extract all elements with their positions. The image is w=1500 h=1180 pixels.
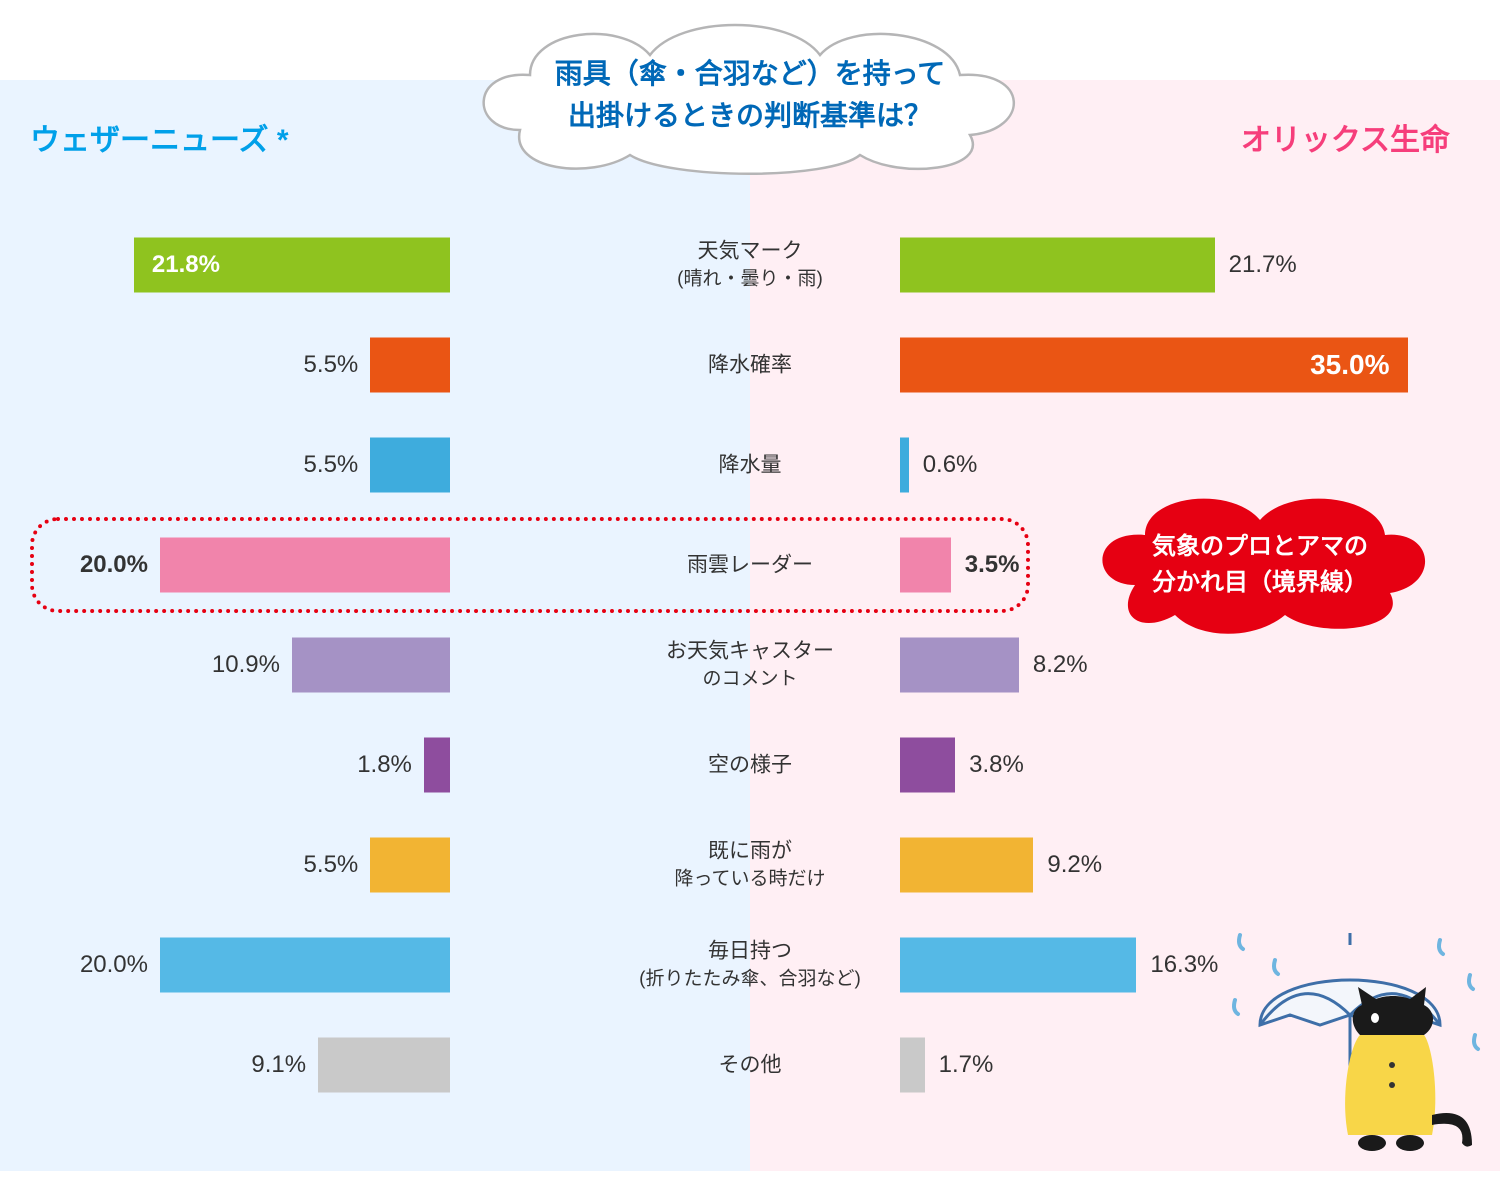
title-line1: 雨具（傘・合羽など）を持って (555, 53, 946, 95)
bar-left (370, 338, 450, 393)
value-right: 35.0% (1310, 349, 1389, 381)
value-left: 20.0% (80, 551, 148, 579)
bar-right (900, 438, 909, 493)
bar-right (900, 638, 1019, 693)
value-left: 5.5% (304, 451, 359, 479)
callout-cloud: 気象のプロとアマの 分かれ目（境界線） (1080, 485, 1440, 645)
mascot-cat-umbrella (1200, 915, 1500, 1180)
value-left: 5.5% (304, 851, 359, 879)
category-label: 既に雨が降っている時だけ (615, 838, 885, 893)
value-left: 1.8% (357, 751, 412, 779)
category-label: 降水確率 (615, 351, 885, 378)
bar-left (370, 438, 450, 493)
chart-row: 降水確率 5.5% 35.0% (0, 325, 1500, 405)
value-right: 8.2% (1033, 651, 1088, 679)
chart-row: 天気マーク(晴れ・曇り・雨) 21.8% 21.7% (0, 225, 1500, 305)
value-left: 10.9% (212, 651, 280, 679)
chart-row: 空の様子 1.8% 3.8% (0, 725, 1500, 805)
bar-right (900, 838, 1033, 893)
category-label: 雨雲レーダー (615, 551, 885, 578)
category-label: 天気マーク(晴れ・曇り・雨) (615, 238, 885, 293)
chart-row: 既に雨が降っている時だけ 5.5% 9.2% (0, 825, 1500, 905)
category-label: 毎日持つ(折りたたみ傘、合羽など) (615, 938, 885, 993)
bar-right (900, 738, 955, 793)
header-right: オリックス生命 (1241, 115, 1450, 159)
value-left: 5.5% (304, 351, 359, 379)
callout-line1: 気象のプロとアマの (1152, 529, 1368, 565)
bar-left (370, 838, 450, 893)
bar-right (900, 1038, 925, 1093)
bar-left (318, 1038, 450, 1093)
header-left: ウェザーニューズ * (30, 115, 289, 159)
callout-line2: 分かれ目（境界線） (1152, 565, 1368, 601)
category-label: 降水量 (615, 451, 885, 478)
bar-left (160, 938, 450, 993)
value-right: 3.8% (969, 751, 1024, 779)
category-label: お天気キャスターのコメント (615, 638, 885, 693)
value-right: 3.5% (965, 551, 1020, 579)
category-label: 空の様子 (615, 751, 885, 778)
category-label: その他 (615, 1051, 885, 1078)
bar-left (292, 638, 450, 693)
value-right: 9.2% (1047, 851, 1102, 879)
title-line2: 出掛けるときの判断基準は？ (568, 95, 932, 137)
bar-right (900, 538, 951, 593)
value-left: 21.8% (152, 251, 220, 279)
title-cloud: 雨具（傘・合羽など）を持って 出掛けるときの判断基準は？ (430, 10, 1070, 180)
value-left: 9.1% (251, 1051, 306, 1079)
bar-right (900, 238, 1215, 293)
value-left: 20.0% (80, 951, 148, 979)
bar-right (900, 938, 1136, 993)
value-right: 0.6% (923, 451, 978, 479)
bar-left (160, 538, 450, 593)
value-right: 21.7% (1229, 251, 1297, 279)
bar-left (424, 738, 450, 793)
value-right: 1.7% (939, 1051, 994, 1079)
